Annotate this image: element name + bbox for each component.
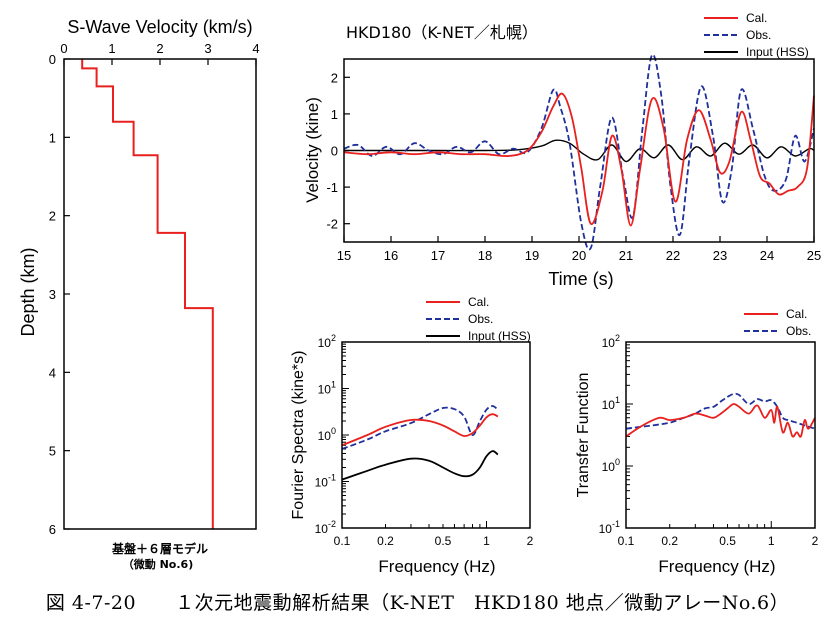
transfer-series [625, 392, 816, 438]
velocity-frame [343, 58, 815, 243]
fourier-x-tick-label: 0.2 [377, 534, 394, 548]
fourier-y-tick-label: 100 [318, 426, 336, 443]
velocity-x-tick-label: 15 [337, 248, 351, 263]
fourier-x-tick-label: 0.5 [435, 534, 452, 548]
transfer-y-tick-label: 102 [602, 333, 620, 350]
transfer-y-tick-label: 101 [602, 395, 620, 412]
figure-caption: 図 4-7-20 １次元地震動解析結果（K-NET HKD180 地点／微動アレ… [45, 592, 790, 614]
fourier-y-tick-label: 102 [318, 333, 336, 350]
velocity-x-tick-label: 25 [807, 248, 821, 263]
transfer-legend: Cal. Obs. [744, 307, 811, 338]
fourier-series [341, 405, 499, 481]
profile-y-tick-label: 6 [49, 522, 56, 537]
velocity-legend-label-cal: Cal. [746, 11, 767, 25]
velocity-panel: HKD180（K-NET／札幌） Cal.Obs.Input (HSS) 15 1… [303, 11, 821, 289]
transfer-x-tick-label: 0.2 [661, 534, 678, 548]
fourier-legend-label-cal: Cal. [468, 295, 489, 309]
transfer-x-tick-label: 0.5 [719, 534, 736, 548]
velocity-x-tick-label: 18 [478, 248, 492, 263]
velocity-x-tick-label: 17 [431, 248, 445, 263]
model-label-1: 基盤＋６層モデル [111, 541, 208, 556]
velocity-y-label: Velocity (kine) [303, 97, 322, 203]
fourier-y-tick-label: 10-1 [315, 473, 336, 490]
transfer-y-label: Transfer Function [575, 373, 592, 498]
transfer-series-obs [625, 392, 816, 430]
profile-y-tick-label: 4 [49, 365, 56, 380]
fourier-series-input-hss [341, 450, 499, 481]
velocity-y-tick-label: -1 [326, 180, 338, 195]
profile-frame [63, 58, 257, 530]
profile-x-tick-label: 1 [108, 41, 115, 56]
transfer-x-label: Frequency (Hz) [658, 557, 775, 576]
profile-y-tick-label: 0 [49, 52, 56, 67]
fourier-x-ticks: 0.1 0.2 0.5 1 2 [334, 521, 534, 548]
fourier-x-label: Frequency (Hz) [378, 557, 495, 576]
fourier-legend: Cal. Obs. Input (HSS) [426, 295, 531, 343]
velocity-x-tick-label: 20 [572, 248, 586, 263]
profile-y-tick-label: 2 [49, 209, 56, 224]
profile-x-tick-label: 0 [60, 41, 67, 56]
profile-y-tick-label: 1 [49, 130, 56, 145]
profile-x-tick-label: 3 [204, 41, 211, 56]
velocity-x-tick-label: 22 [666, 248, 680, 263]
transfer-x-tick-label: 1 [768, 534, 775, 548]
transfer-frame [625, 341, 816, 529]
profile-x-tick-label: 4 [252, 41, 259, 56]
profile-x-tick-label: 2 [156, 41, 163, 56]
velocity-legend-label-obs: Obs. [746, 28, 771, 42]
velocity-y-tick-label: 2 [331, 70, 338, 85]
velocity-series-cal [343, 92, 815, 227]
fourier-series-cal [341, 413, 499, 447]
fourier-panel: Cal. Obs. Input (HSS) 0.1 0.2 0.5 1 2 102 101 10… [290, 295, 534, 576]
profile-panel: S-Wave Velocity (km/s) 0 1 2 3 4 0 1 2 3 4 5 6 Dep… [18, 17, 260, 571]
velocity-x-label: Time (s) [548, 269, 613, 289]
transfer-legend-label-obs: Obs. [786, 324, 811, 338]
velocity-legend-label-input-hss: Input (HSS) [746, 45, 809, 59]
profile-title: S-Wave Velocity (km/s) [67, 17, 252, 37]
fourier-y-label: Fourier Spectra (kine*s) [290, 351, 307, 520]
transfer-series-cal [625, 403, 816, 438]
profile-y-tick-label: 5 [49, 444, 56, 459]
velocity-x-tick-label: 23 [713, 248, 727, 263]
fourier-legend-label-obs: Obs. [468, 312, 493, 326]
fourier-y-tick-label: 101 [318, 380, 336, 397]
profile-y-label: Depth (km) [18, 247, 38, 336]
fourier-series-obs [341, 405, 499, 450]
velocity-series-input-hss [343, 139, 815, 163]
velocity-series [343, 53, 815, 251]
transfer-x-tick-label: 0.1 [618, 534, 635, 548]
profile-x-ticks: 0 1 2 3 4 [60, 41, 260, 65]
transfer-x-ticks: 0.1 0.2 0.5 1 2 [618, 521, 819, 548]
fourier-x-tick-label: 1 [483, 534, 490, 548]
transfer-x-tick-label: 2 [812, 534, 819, 548]
velocity-x-ticks: 15 16 17 18 19 20 21 22 23 24 25 [337, 236, 821, 263]
fourier-x-tick-label: 2 [527, 534, 534, 548]
velocity-x-tick-label: 16 [384, 248, 398, 263]
velocity-legend: Cal. Obs. Input (HSS) [704, 11, 809, 59]
fourier-frame [341, 341, 531, 529]
velocity-y-tick-label: -2 [326, 217, 338, 232]
model-label-2: （微動 No.6) [123, 557, 193, 571]
profile-y-ticks: 0 1 2 3 4 5 6 [49, 52, 70, 537]
profile-y-tick-label: 3 [49, 287, 56, 302]
transfer-legend-label-cal: Cal. [786, 307, 807, 321]
velocity-title: HKD180（K-NET／札幌） [346, 23, 538, 42]
fourier-legend-label-input-hss: Input (HSS) [468, 329, 531, 343]
velocity-x-tick-label: 24 [760, 248, 774, 263]
transfer-y-tick-label: 100 [602, 457, 620, 474]
velocity-x-tick-label: 21 [619, 248, 633, 263]
vs-profile-line [81, 59, 214, 529]
fourier-x-tick-label: 0.1 [334, 534, 351, 548]
velocity-y-tick-label: 1 [331, 107, 338, 122]
velocity-y-tick-label: 0 [331, 144, 338, 159]
velocity-x-tick-label: 19 [525, 248, 539, 263]
